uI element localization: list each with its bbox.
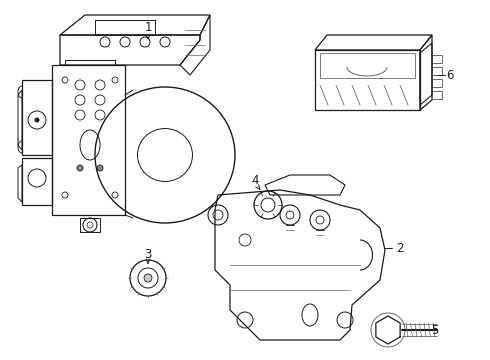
Text: 4: 4 [251, 174, 259, 186]
Circle shape [35, 118, 39, 122]
Bar [320, 53, 415, 78]
Text: 2: 2 [396, 242, 404, 255]
Circle shape [144, 274, 152, 282]
Text: 5: 5 [431, 324, 439, 337]
Circle shape [97, 165, 103, 171]
Text: 3: 3 [145, 248, 152, 261]
Text: 1: 1 [144, 21, 152, 33]
Bar [95, 20, 155, 35]
Text: 6: 6 [446, 68, 454, 81]
Circle shape [77, 165, 83, 171]
